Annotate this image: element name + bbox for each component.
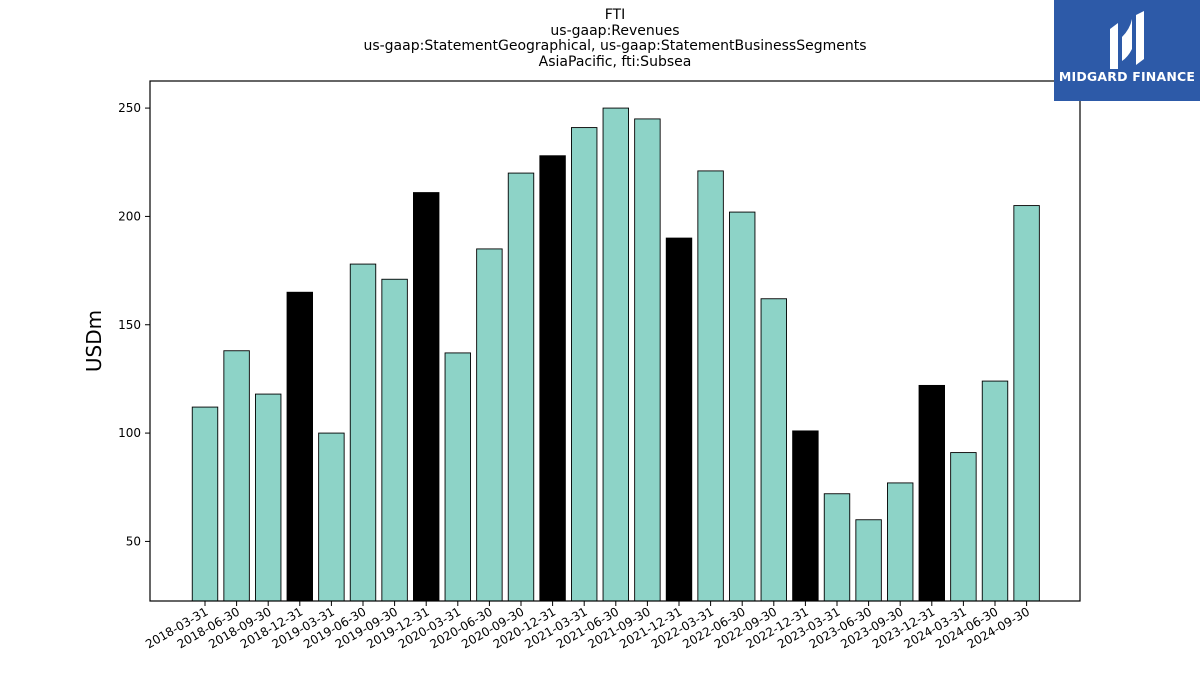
bar-2019-03-31 [318,432,345,602]
chart-title-line-1: FTI [604,7,626,23]
bar-2021-06-30 [602,107,629,602]
bar-2023-03-31 [823,493,851,602]
bar-2018-06-30 [223,350,250,602]
bar-2019-12-31 [413,192,440,602]
bar-2023-06-30 [855,519,882,602]
bar-2020-03-31 [444,352,471,602]
bar-2022-09-30 [760,298,787,602]
y-axis-label: USDm [82,310,106,372]
x-axis: 2018-03-312018-06-302018-09-302018-12-31… [143,601,1032,651]
bar-2024-09-30 [1013,205,1040,602]
midgard-logo-icon [1110,11,1144,69]
plot-frame [149,80,1081,602]
bar-2024-06-30 [981,380,1009,602]
bar-2022-06-30 [729,211,756,602]
bar-2018-12-31 [286,291,313,602]
bar-2019-06-30 [349,263,377,602]
bar-2018-03-31 [191,406,219,602]
bar-2022-03-31 [697,170,724,602]
bar-2020-06-30 [476,248,503,602]
chart-title-line-4: AsiaPacific, fti:Subsea [538,53,692,70]
y-tick-label-250: 250 [118,101,141,115]
bar-2018-09-30 [254,393,282,602]
bar-2023-09-30 [887,482,914,602]
bar-2022-12-31 [792,430,819,602]
logo-text: MIDGARD FINANCE [1058,69,1196,84]
y-tick-label-100: 100 [118,426,141,440]
bars-group [191,107,1040,602]
chart-title-line-3: us-gaap:StatementGeographical, us-gaap:S… [363,38,867,55]
y-tick-label-150: 150 [118,318,141,332]
y-axis: 50 100 150 200 250 [118,101,150,548]
midgard-finance-logo: MIDGARD FINANCE [1054,0,1200,101]
bar-2020-09-30 [507,172,535,602]
bar-2024-03-31 [950,452,977,602]
bar-2021-03-31 [571,127,598,602]
bar-2021-12-31 [665,237,693,602]
y-tick-label-50: 50 [126,534,141,548]
chart-title-line-2: us-gaap:Revenues [550,22,680,39]
bar-2020-12-31 [539,155,566,602]
bar-2023-12-31 [918,384,945,602]
y-tick-label-200: 200 [118,209,141,223]
chart-title: FTI us-gaap:Revenues us-gaap:StatementGe… [150,7,1080,70]
bar-2021-09-30 [634,118,661,602]
bar-2019-09-30 [381,278,408,602]
